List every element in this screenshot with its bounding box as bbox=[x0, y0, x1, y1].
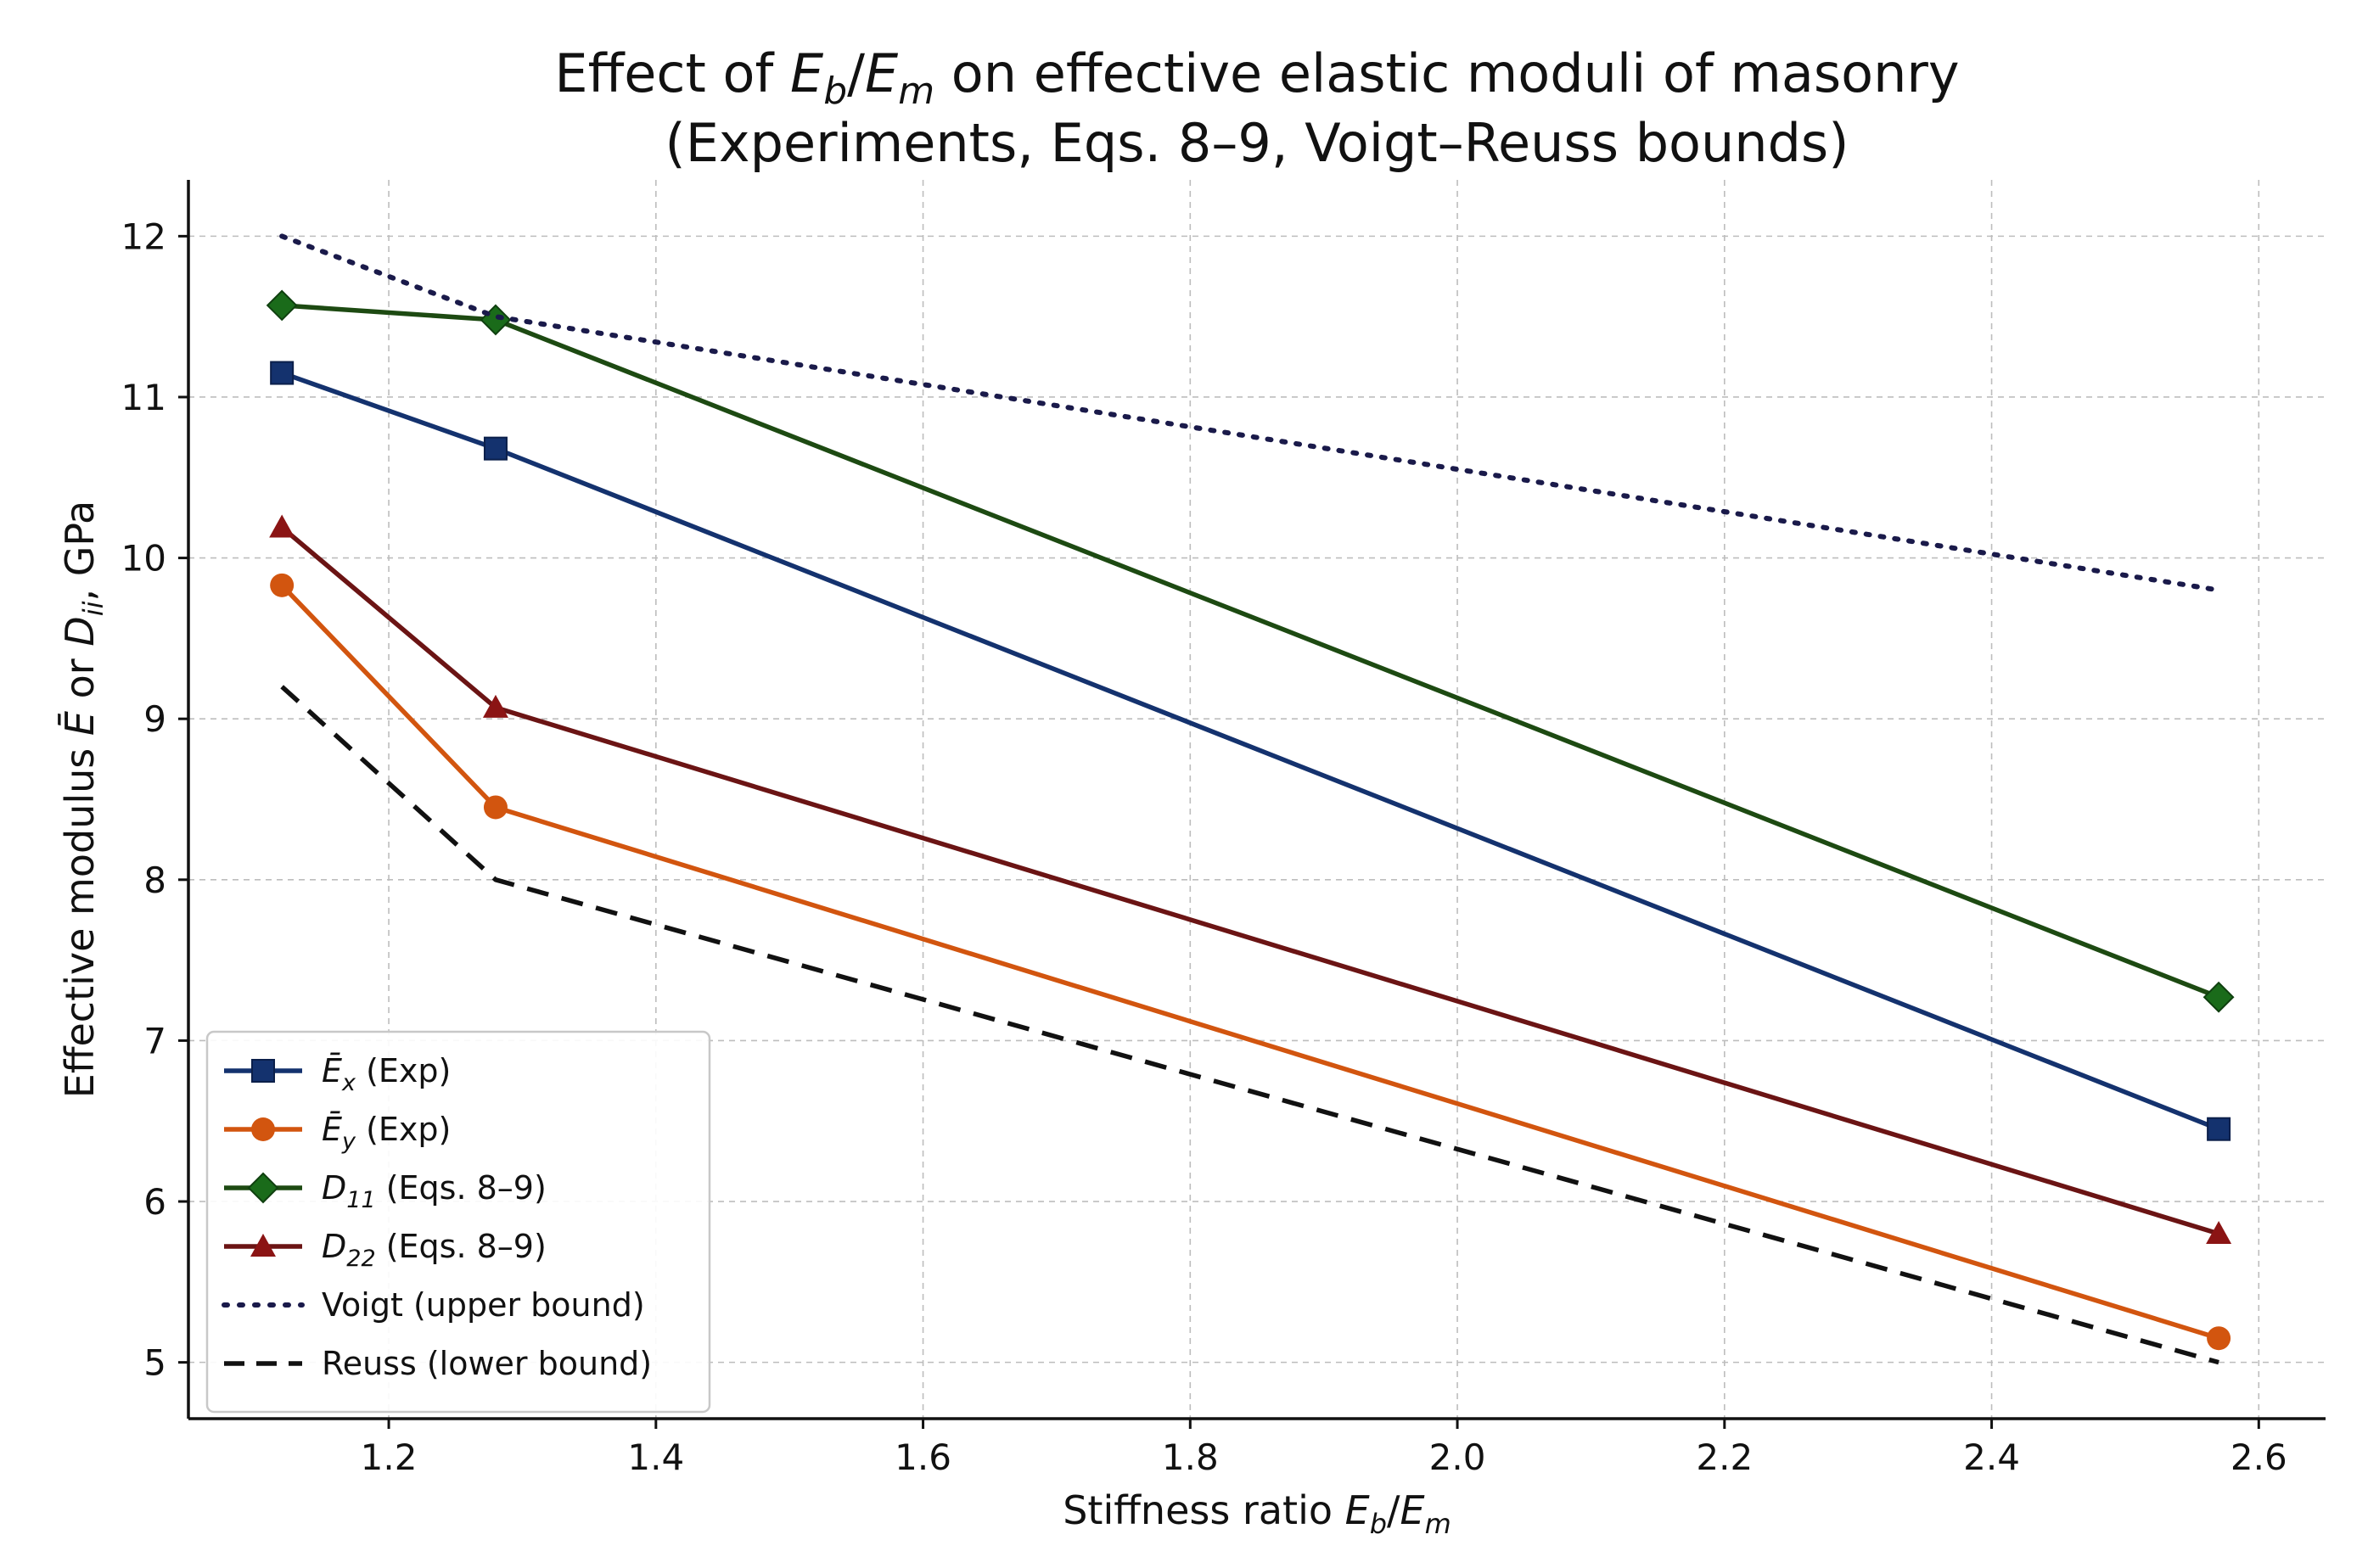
series-0 bbox=[270, 361, 2231, 1141]
legend-marker bbox=[250, 1234, 276, 1257]
y-tick-label: 8 bbox=[143, 860, 166, 901]
chart-title-line1: Effect of Eb/Em on effective elastic mod… bbox=[554, 42, 1959, 113]
data-point bbox=[270, 573, 295, 597]
x-tick-label: 2.2 bbox=[1696, 1436, 1753, 1478]
data-point bbox=[480, 304, 512, 336]
y-tick-label: 11 bbox=[121, 377, 166, 418]
y-tick-label: 7 bbox=[143, 1020, 166, 1061]
legend-item: Ēx (Exp) bbox=[224, 1052, 451, 1096]
y-tick-label: 10 bbox=[121, 538, 166, 580]
legend: Ēx (Exp) Ēy (Exp) D11 (Eqs. 8–9) D22 (Eqs. … bbox=[205, 1030, 711, 1414]
data-point bbox=[2206, 1220, 2232, 1244]
data-point bbox=[2207, 1117, 2231, 1141]
series-3 bbox=[269, 514, 2232, 1244]
x-tick-label: 2.4 bbox=[1963, 1436, 2020, 1478]
series-1 bbox=[270, 573, 2231, 1351]
series-layer bbox=[266, 233, 2235, 1365]
x-tick-label: 1.4 bbox=[627, 1436, 684, 1478]
x-tick-label: 2.0 bbox=[1429, 1436, 1486, 1478]
data-point bbox=[266, 289, 298, 322]
chart-title-line2: (Experiments, Eqs. 8–9, Voigt–Reuss boun… bbox=[665, 112, 1849, 174]
y-tick-label: 9 bbox=[143, 698, 166, 740]
data-point bbox=[483, 436, 508, 461]
legend-label: D11 (Eqs. 8–9) bbox=[322, 1169, 547, 1213]
x-tick-label: 1.8 bbox=[1162, 1436, 1219, 1478]
y-tick-label: 12 bbox=[121, 216, 166, 257]
x-axis-label: Stiffness ratio Eb/Em bbox=[1063, 1487, 1451, 1540]
y-tick-label: 5 bbox=[143, 1342, 166, 1384]
series-line bbox=[281, 303, 2220, 1000]
series-line bbox=[279, 233, 2222, 593]
series-line bbox=[280, 685, 2219, 1365]
data-point bbox=[483, 795, 508, 820]
legend-marker bbox=[251, 1059, 275, 1083]
legend-item: Reuss (lower bound) bbox=[224, 1345, 652, 1382]
legend-label: Voigt (upper bound) bbox=[322, 1286, 645, 1324]
legend-item: D11 (Eqs. 8–9) bbox=[224, 1169, 547, 1213]
x-tick-label: 1.6 bbox=[895, 1436, 951, 1478]
legend-item: Ēy (Exp) bbox=[224, 1111, 451, 1155]
y-axis-label: Effective modulus Ē or Dii, GPa bbox=[57, 501, 109, 1099]
data-point bbox=[2207, 1326, 2231, 1351]
data-point bbox=[270, 361, 295, 385]
series-line bbox=[281, 370, 2220, 1132]
x-tick-label: 2.6 bbox=[2231, 1436, 2287, 1478]
legend-marker bbox=[251, 1117, 275, 1141]
legend-item: D22 (Eqs. 8–9) bbox=[224, 1228, 547, 1272]
x-tick-label: 1.2 bbox=[361, 1436, 418, 1478]
data-point bbox=[2202, 981, 2235, 1013]
legend-item: Voigt (upper bound) bbox=[222, 1286, 645, 1324]
series-5 bbox=[280, 685, 2219, 1365]
axes-layer: 1.2 1.4 1.6 1.8 2.0 2.2 2.4 2.6 5 6 7 8 9 10 11 12 bbox=[121, 180, 2326, 1478]
data-point bbox=[482, 694, 508, 718]
legend-label: Ēy (Exp) bbox=[322, 1111, 451, 1155]
legend-marker bbox=[247, 1172, 279, 1204]
legend-label: D22 (Eqs. 8–9) bbox=[322, 1228, 547, 1272]
legend-label: Ēx (Exp) bbox=[322, 1052, 451, 1096]
y-tick-label: 6 bbox=[143, 1181, 166, 1223]
legend-label: Reuss (lower bound) bbox=[322, 1345, 652, 1382]
data-point bbox=[269, 514, 295, 538]
series-4 bbox=[279, 233, 2222, 593]
series-2 bbox=[266, 289, 2235, 1013]
legend-frame bbox=[205, 1030, 711, 1414]
